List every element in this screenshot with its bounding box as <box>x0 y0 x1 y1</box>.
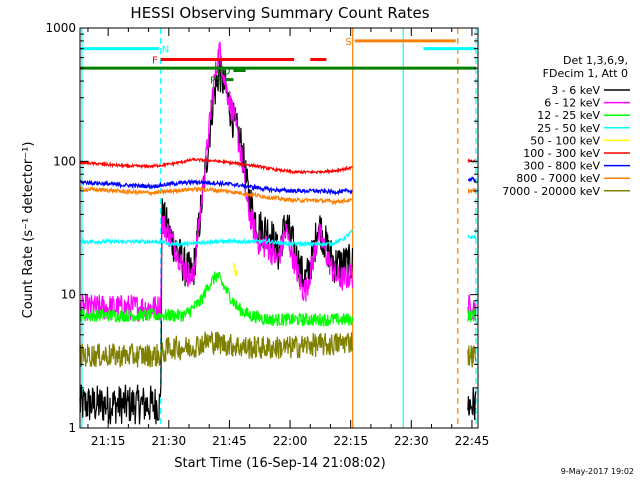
series-right-segment-0 <box>467 387 477 420</box>
series-right-segment-7 <box>467 187 477 195</box>
legend-entry-label: 12 - 25 keV <box>537 109 600 122</box>
legend-entry-label: 7000 - 20000 keV <box>502 185 600 198</box>
series-right-segment-2 <box>467 309 477 322</box>
flag-label-F: F <box>152 56 158 67</box>
legend-entry-label: 100 - 300 keV <box>523 147 600 160</box>
y-tick-label: 1 <box>68 421 76 435</box>
footer-date: 9-May-2017 19:02 <box>561 467 634 476</box>
series-right-segment-3 <box>467 233 477 240</box>
x-tick-label: 21:30 <box>152 434 187 448</box>
legend-entry-label: 25 - 50 keV <box>537 122 600 135</box>
series-line-100-300keVkeV <box>79 157 353 175</box>
series-line-6-12keVkeV <box>79 41 354 322</box>
series-line-25-50keVkeV <box>79 229 354 248</box>
legend-header-1: Det 1,3,6,9, <box>563 54 628 67</box>
flag-label-S: S <box>345 37 351 48</box>
series-line-50-100keVkeV <box>232 262 238 276</box>
legend-entry-label: 50 - 100 keV <box>530 134 600 147</box>
series-line-7000-20000keVkeV <box>79 330 354 368</box>
x-tick-label: 21:15 <box>91 434 126 448</box>
flag-label-PS: PS <box>210 76 222 87</box>
series-line-300-800keVkeV <box>79 178 353 196</box>
legend-entry-label: 6 - 12 keV <box>544 97 600 110</box>
x-tick-label: 21:45 <box>212 434 247 448</box>
x-axis-label: Start Time (16-Sep-14 21:08:02) <box>174 456 385 471</box>
legend-entry-label: 3 - 6 keV <box>551 84 600 97</box>
y-tick-label: 1000 <box>45 21 76 35</box>
chart-title: HESSI Observing Summary Count Rates <box>130 4 429 22</box>
legend-entry-label: 300 - 800 keV <box>523 160 600 173</box>
flag-label-N: N <box>162 45 169 56</box>
series-line-12-25keVkeV <box>79 271 354 327</box>
y-tick-label: 100 <box>53 154 76 168</box>
series-line-800-7000keVkeV <box>79 185 353 206</box>
x-tick-label: 22:45 <box>455 434 490 448</box>
x-tick-label: 22:30 <box>394 434 429 448</box>
legend-header-2: FDecim 1, Att 0 <box>543 67 628 80</box>
x-tick-label: 22:00 <box>273 434 308 448</box>
series-line-3-6keVkeV <box>79 55 354 425</box>
y-axis-label: Count Rate (s⁻¹ detector⁻¹) <box>21 142 36 319</box>
plot-frame <box>79 27 479 429</box>
legend-entry-label: 800 - 7000 keV <box>516 172 600 185</box>
series-right-segment-6 <box>467 176 477 183</box>
x-tick-label: 22:15 <box>333 434 368 448</box>
flag-label-PD: PD <box>217 67 231 78</box>
y-tick-label: 10 <box>61 288 76 302</box>
series-right-segment-8 <box>467 345 477 368</box>
